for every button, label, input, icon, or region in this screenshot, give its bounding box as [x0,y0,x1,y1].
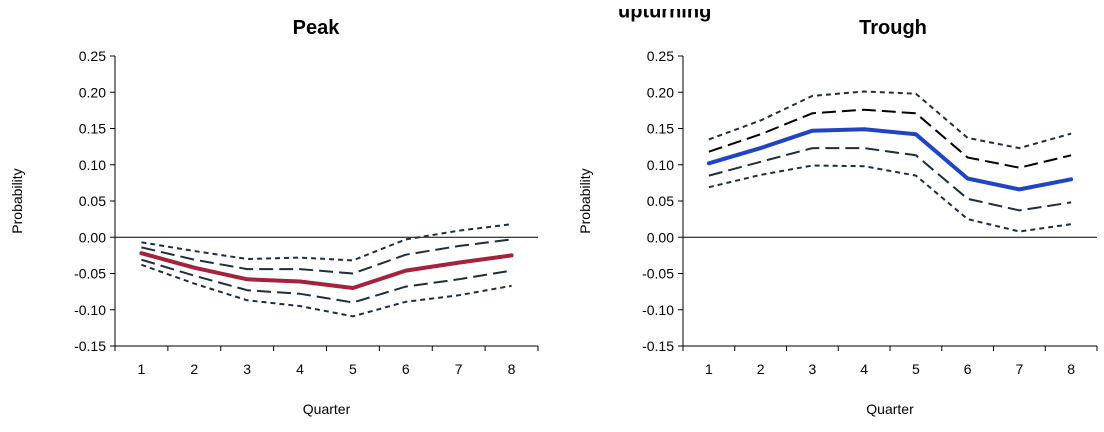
trough-title: Trough [859,17,927,39]
trough-series-dashed-line [708,147,1072,212]
trough-y-axis-label: Probability [577,168,593,233]
trough-x-tick-label: 5 [912,361,920,377]
peak-y-tick-label: 0.15 [79,121,106,137]
trough-series-dotted-line [708,164,1072,233]
peak-x-tick-label: 6 [402,361,410,377]
peak-x-axis-label: Quarter [303,401,351,417]
trough-y-tick-label: -0.10 [642,302,674,318]
peak-x-tick-label: 7 [455,361,463,377]
trough-y-tick-label: 0.10 [647,157,674,173]
trough-series-dashed-line [708,108,1072,169]
trough-y-tick-label: 0.20 [647,84,674,100]
peak-y-tick-label: -0.15 [74,338,106,354]
peak-series-solid-line [139,251,514,290]
trough-x-tick-label: 3 [808,361,816,377]
trough-series-dotted-line [708,90,1072,150]
peak-title: Peak [293,17,341,39]
peak-series-dotted-line [141,223,512,262]
peak-x-tick-label: 8 [508,361,516,377]
peak-x-tick-label: 2 [190,361,198,377]
trough-y-tick-label: 0.00 [647,229,674,245]
figure-title-fragment: upturning [618,1,711,23]
trough-y-tick-label: -0.05 [642,266,674,282]
peak-y-tick-label: 0.25 [79,48,106,64]
trough-series-solid-line [706,127,1074,192]
peak-y-axis-label: Probability [9,168,25,233]
peak-y-tick-label: 0.10 [79,157,106,173]
trough-x-tick-label: 1 [705,361,713,377]
peak-y-tick-label: -0.10 [74,302,106,318]
trough-x-tick-label: 4 [860,361,868,377]
peak-chart: Peak 0.25 0.20 0.15 0.10 0.05 0.00 -0.05 -0.10 -0… [9,17,539,417]
peak-x-tick-label: 5 [349,361,357,377]
trough-y-tick-label: -0.15 [642,338,674,354]
peak-x-tick-label: 4 [296,361,304,377]
peak-y-tick-label: -0.05 [74,266,106,282]
trough-x-tick-label: 8 [1067,361,1075,377]
trough-chart: Trough 0.25 0.20 0.15 0.10 0.05 0.00 -0.05 -0.10… [577,17,1098,417]
peak-x-tick-label: 1 [138,361,146,377]
peak-y-tick-label: 0.00 [79,229,106,245]
peak-y-tick-label: 0.05 [79,193,106,209]
trough-x-tick-label: 2 [757,361,765,377]
trough-y-tick-label: 0.15 [647,121,674,137]
trough-x-tick-label: 7 [1015,361,1023,377]
peak-series-dashed-line [141,238,512,275]
peak-x-tick-label: 3 [243,361,251,377]
peak-series-dotted-line [141,263,512,318]
trough-x-axis-label: Quarter [866,401,914,417]
peak-y-tick-label: 0.20 [79,84,106,100]
peak-series-dashed-line [141,258,512,304]
trough-y-tick-label: 0.25 [647,48,674,64]
trough-x-tick-label: 6 [964,361,972,377]
trough-y-tick-label: 0.05 [647,193,674,209]
